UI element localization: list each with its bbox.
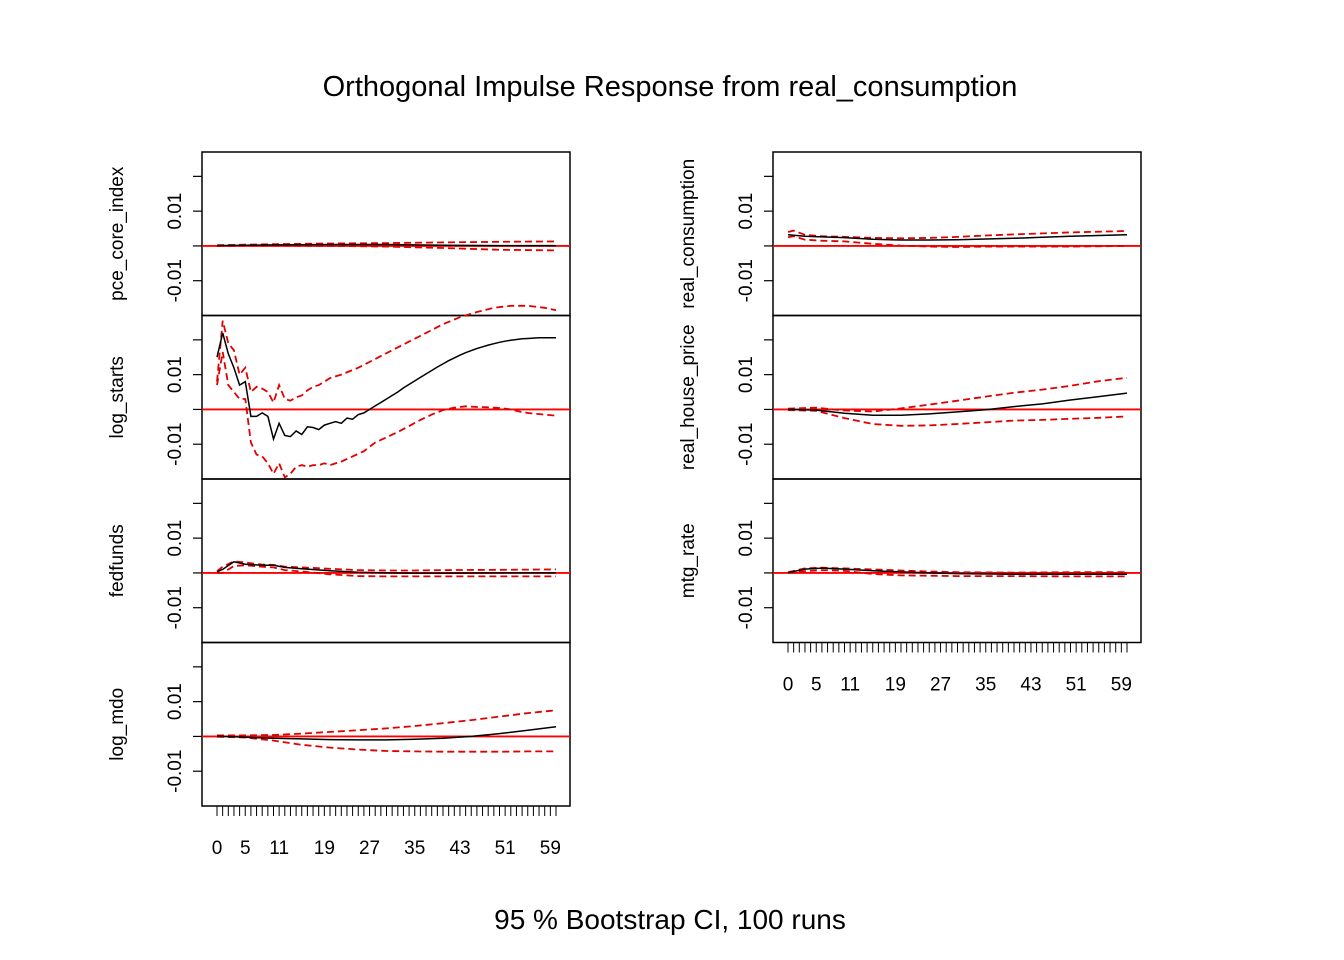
panel-axis-title: real_consumption (678, 159, 699, 309)
x-tick-label: 43 (1020, 675, 1041, 696)
y-tick-label: -0.01 (165, 750, 186, 793)
x-tick-label: 19 (885, 675, 906, 696)
y-tick-label: 0.01 (736, 193, 757, 230)
panel-frame (201, 151, 571, 317)
y-tick-label: -0.01 (736, 423, 757, 466)
y-tick-label: -0.01 (736, 259, 757, 302)
panels-group: -0.01 0.01 pce_core_index -0.01 0.01 log_star… (107, 151, 1142, 859)
y-tick-label: -0.01 (165, 586, 186, 629)
y-tick-label: 0.01 (165, 520, 186, 557)
response-line (787, 392, 1128, 417)
x-tick-label: 0 (212, 838, 223, 859)
lower-ci-line (787, 235, 1128, 248)
upper-ci-line (787, 376, 1128, 413)
panel-axis-title: fedfunds (107, 524, 128, 597)
lower-ci-line (216, 735, 556, 753)
y-tick-label: 0.01 (736, 520, 757, 557)
panel-frame (772, 314, 1142, 480)
x-tick-label: 35 (975, 675, 996, 696)
upper-ci-line (787, 229, 1128, 240)
panel-axis-title: mtg_rate (678, 523, 699, 598)
x-tick-label: 11 (269, 838, 289, 859)
panel-axis-title: log_mdo (107, 688, 128, 761)
y-tick-label: -0.01 (736, 586, 757, 629)
x-tick-label: 51 (1066, 675, 1087, 696)
y-tick-label: 0.01 (736, 356, 757, 393)
response-line (216, 725, 557, 741)
response-line (787, 234, 1128, 241)
panel-axis-title: pce_core_index (107, 166, 128, 301)
y-tick-label: -0.01 (165, 259, 186, 302)
x-tick-label: 59 (1111, 675, 1132, 696)
upper-ci-line (217, 709, 557, 737)
x-tick-label: 35 (404, 838, 425, 859)
x-tick-label: 27 (359, 838, 380, 859)
x-tick-label: 51 (495, 838, 516, 859)
chart-title: Orthogonal Impulse Response from real_co… (323, 71, 1018, 103)
upper-ci-line (216, 560, 557, 572)
x-tick-label: 27 (930, 675, 951, 696)
x-tick-label: 19 (314, 838, 335, 859)
x-tick-label: 0 (783, 675, 794, 696)
x-tick-label: 59 (540, 838, 561, 859)
response-line (216, 243, 556, 247)
chart-subtitle: 95 % Bootstrap CI, 100 runs (494, 904, 846, 935)
y-tick-label: 0.01 (165, 193, 186, 230)
panel-frame (201, 641, 571, 807)
x-tick-label: 5 (240, 838, 251, 859)
upper-ci-line (216, 304, 557, 405)
response-line (787, 567, 1127, 576)
y-tick-label: -0.01 (165, 423, 186, 466)
panel-frame (772, 478, 1142, 644)
panel-frame (772, 151, 1142, 317)
panel-axis-title: log_starts (107, 356, 128, 438)
response-line (216, 561, 556, 575)
lower-ci-line (787, 569, 1127, 578)
x-tick-label: 11 (840, 675, 860, 696)
panel-axis-title: real_house_price (678, 324, 699, 470)
x-tick-label: 43 (449, 838, 470, 859)
x-tick-label: 5 (811, 675, 822, 696)
lower-ci-line (787, 409, 1128, 427)
response-line (216, 332, 556, 442)
y-tick-label: 0.01 (165, 683, 186, 720)
lower-ci-line (217, 564, 556, 578)
panel-frame (201, 478, 571, 644)
lower-ci-line (216, 351, 557, 479)
y-tick-label: 0.01 (165, 356, 186, 393)
